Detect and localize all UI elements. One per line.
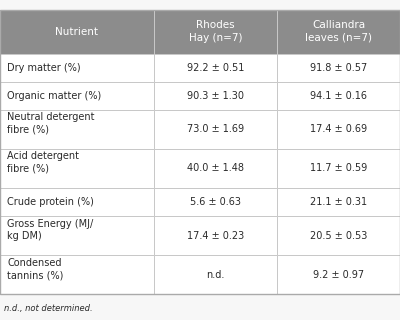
Bar (154, 10, 277, 54)
Bar (154, 188, 277, 216)
Bar (277, 110, 400, 149)
Bar (0, 255, 154, 294)
Bar (277, 82, 400, 110)
Bar (277, 216, 400, 255)
Bar (154, 54, 277, 82)
Text: 73.0 ± 1.69: 73.0 ± 1.69 (187, 124, 244, 134)
Bar (0, 10, 154, 54)
Text: Acid detergent
fibre (%): Acid detergent fibre (%) (7, 151, 79, 174)
Text: 40.0 ± 1.48: 40.0 ± 1.48 (187, 164, 244, 173)
Text: Neutral detergent
fibre (%): Neutral detergent fibre (%) (7, 112, 95, 135)
Bar (277, 10, 400, 54)
Bar (154, 255, 277, 294)
Text: 21.1 ± 0.31: 21.1 ± 0.31 (310, 197, 367, 207)
Text: 92.2 ± 0.51: 92.2 ± 0.51 (187, 63, 244, 73)
Bar (277, 188, 400, 216)
Bar (277, 149, 400, 188)
Text: Condensed
tannins (%): Condensed tannins (%) (7, 258, 64, 280)
Text: Calliandra
leaves (n=7): Calliandra leaves (n=7) (305, 20, 372, 43)
Bar (154, 216, 277, 255)
Text: 17.4 ± 0.69: 17.4 ± 0.69 (310, 124, 367, 134)
Text: Crude protein (%): Crude protein (%) (7, 197, 94, 207)
Text: Nutrient: Nutrient (56, 27, 98, 37)
Bar (277, 255, 400, 294)
Bar (154, 149, 277, 188)
Text: Gross Energy (MJ/
kg DM): Gross Energy (MJ/ kg DM) (7, 219, 94, 241)
Text: 11.7 ± 0.59: 11.7 ± 0.59 (310, 164, 367, 173)
Text: 20.5 ± 0.53: 20.5 ± 0.53 (310, 231, 367, 241)
Bar (0, 54, 154, 82)
Bar (0, 10, 400, 294)
Text: 94.1 ± 0.16: 94.1 ± 0.16 (310, 91, 367, 101)
Bar (277, 54, 400, 82)
Bar (0, 149, 154, 188)
Text: Rhodes
Hay (n=7): Rhodes Hay (n=7) (189, 20, 242, 43)
Text: Dry matter (%): Dry matter (%) (7, 63, 81, 73)
Text: 17.4 ± 0.23: 17.4 ± 0.23 (187, 231, 244, 241)
Bar (0, 110, 154, 149)
Text: Organic matter (%): Organic matter (%) (7, 91, 102, 101)
Text: 90.3 ± 1.30: 90.3 ± 1.30 (187, 91, 244, 101)
Text: 9.2 ± 0.97: 9.2 ± 0.97 (313, 270, 364, 280)
Bar (154, 82, 277, 110)
Text: n.d., not determined.: n.d., not determined. (4, 304, 93, 313)
Bar (0, 82, 154, 110)
Text: 5.6 ± 0.63: 5.6 ± 0.63 (190, 197, 241, 207)
Text: 91.8 ± 0.57: 91.8 ± 0.57 (310, 63, 367, 73)
Text: n.d.: n.d. (206, 270, 225, 280)
Bar (154, 110, 277, 149)
Bar (0, 188, 154, 216)
Bar (0, 216, 154, 255)
